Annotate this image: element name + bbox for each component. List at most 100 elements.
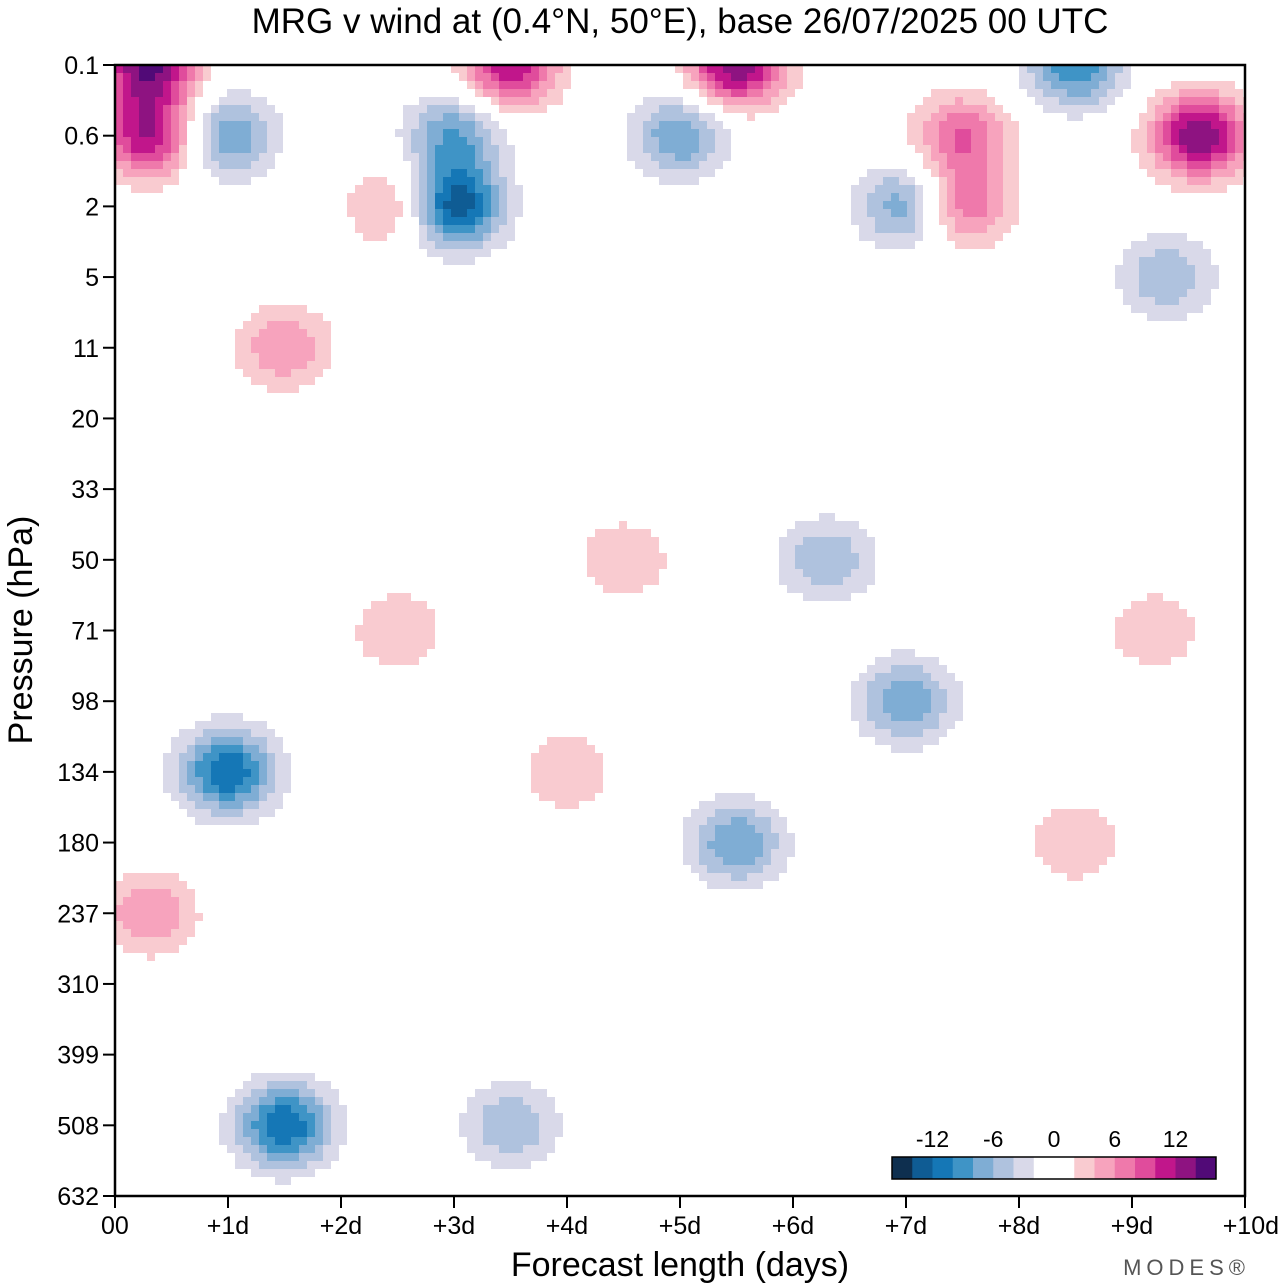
contour-cell [187, 745, 195, 753]
contour-cell [435, 113, 443, 121]
contour-cell [1043, 89, 1051, 97]
contour-cell [955, 121, 963, 129]
y-tick-label: 310 [57, 971, 99, 999]
contour-cell [259, 345, 267, 353]
contour-cell [243, 745, 251, 753]
contour-cell [147, 153, 155, 161]
contour-cell [171, 105, 179, 113]
contour-cell [1171, 265, 1179, 273]
contour-cell [251, 785, 259, 793]
contour-cell [443, 169, 451, 177]
contour-cell [627, 545, 635, 553]
contour-cell [163, 913, 171, 921]
contour-cell [179, 889, 187, 897]
contour-cell [563, 777, 571, 785]
contour-cell [1155, 89, 1163, 97]
contour-cell [227, 729, 235, 737]
contour-cell [619, 521, 627, 529]
contour-cell [907, 745, 915, 753]
contour-cell [1179, 113, 1187, 121]
contour-cell [715, 65, 723, 73]
contour-cell [251, 761, 259, 769]
contour-cell [651, 577, 659, 585]
contour-cell [1155, 249, 1163, 257]
contour-cell [499, 201, 507, 209]
contour-cell [219, 97, 227, 105]
contour-cell [515, 73, 523, 81]
contour-cell [531, 1153, 539, 1161]
contour-cell [875, 193, 883, 201]
contour-cell [227, 817, 235, 825]
contour-cell [699, 89, 707, 97]
contour-cell [923, 697, 931, 705]
contour-cell [747, 873, 755, 881]
contour-cell [947, 169, 955, 177]
contour-cell [411, 105, 419, 113]
contour-cell [123, 889, 131, 897]
contour-cell [283, 1177, 291, 1185]
contour-cell [819, 577, 827, 585]
contour-cell [435, 225, 443, 233]
contour-cell [155, 153, 163, 161]
contour-cell [299, 313, 307, 321]
contour-cell [131, 881, 139, 889]
contour-cell [1003, 129, 1011, 137]
contour-cell [171, 161, 179, 169]
contour-cell [491, 1129, 499, 1137]
contour-cell [419, 649, 427, 657]
contour-cell [955, 209, 963, 217]
contour-cell [971, 129, 979, 137]
contour-cell [835, 553, 843, 561]
contour-cell [435, 105, 443, 113]
contour-cell [259, 1105, 267, 1113]
contour-cell [563, 793, 571, 801]
contour-cell [987, 121, 995, 129]
contour-cell [971, 217, 979, 225]
contour-cell [523, 65, 531, 73]
contour-cell [595, 537, 603, 545]
contour-cell [299, 353, 307, 361]
contour-cell [779, 857, 787, 865]
y-tick-label: 632 [57, 1183, 99, 1211]
contour-cell [947, 681, 955, 689]
contour-cell [259, 785, 267, 793]
contour-cell [211, 745, 219, 753]
contour-cell [131, 889, 139, 897]
contour-cell [331, 1145, 339, 1153]
contour-cell [387, 201, 395, 209]
contour-cell [195, 769, 203, 777]
contour-cell [443, 145, 451, 153]
contour-cell [467, 177, 475, 185]
contour-cell [995, 121, 1003, 129]
contour-cell [1099, 65, 1107, 73]
contour-cell [235, 145, 243, 153]
contour-cell [499, 233, 507, 241]
contour-cell [179, 937, 187, 945]
contour-cell [451, 233, 459, 241]
contour-cell [859, 545, 867, 553]
contour-cell [267, 753, 275, 761]
contour-cell [1059, 97, 1067, 105]
contour-cell [771, 81, 779, 89]
contour-cell [627, 137, 635, 145]
contour-cell [1147, 169, 1155, 177]
contour-cell [187, 785, 195, 793]
contour-cell [875, 241, 883, 249]
contour-cell [931, 657, 939, 665]
contour-cell [315, 1105, 323, 1113]
contour-cell [851, 529, 859, 537]
contour-cell [491, 1081, 499, 1089]
contour-cell [419, 177, 427, 185]
contour-cell [467, 129, 475, 137]
contour-cell [171, 769, 179, 777]
contour-cell [475, 1105, 483, 1113]
contour-cell [667, 129, 675, 137]
contour-cell [987, 201, 995, 209]
contour-cell [923, 737, 931, 745]
contour-cell [171, 905, 179, 913]
contour-cell [483, 193, 491, 201]
contour-cell [515, 81, 523, 89]
contour-cell [563, 801, 571, 809]
contour-cell [275, 1097, 283, 1105]
contour-cell [955, 113, 963, 121]
